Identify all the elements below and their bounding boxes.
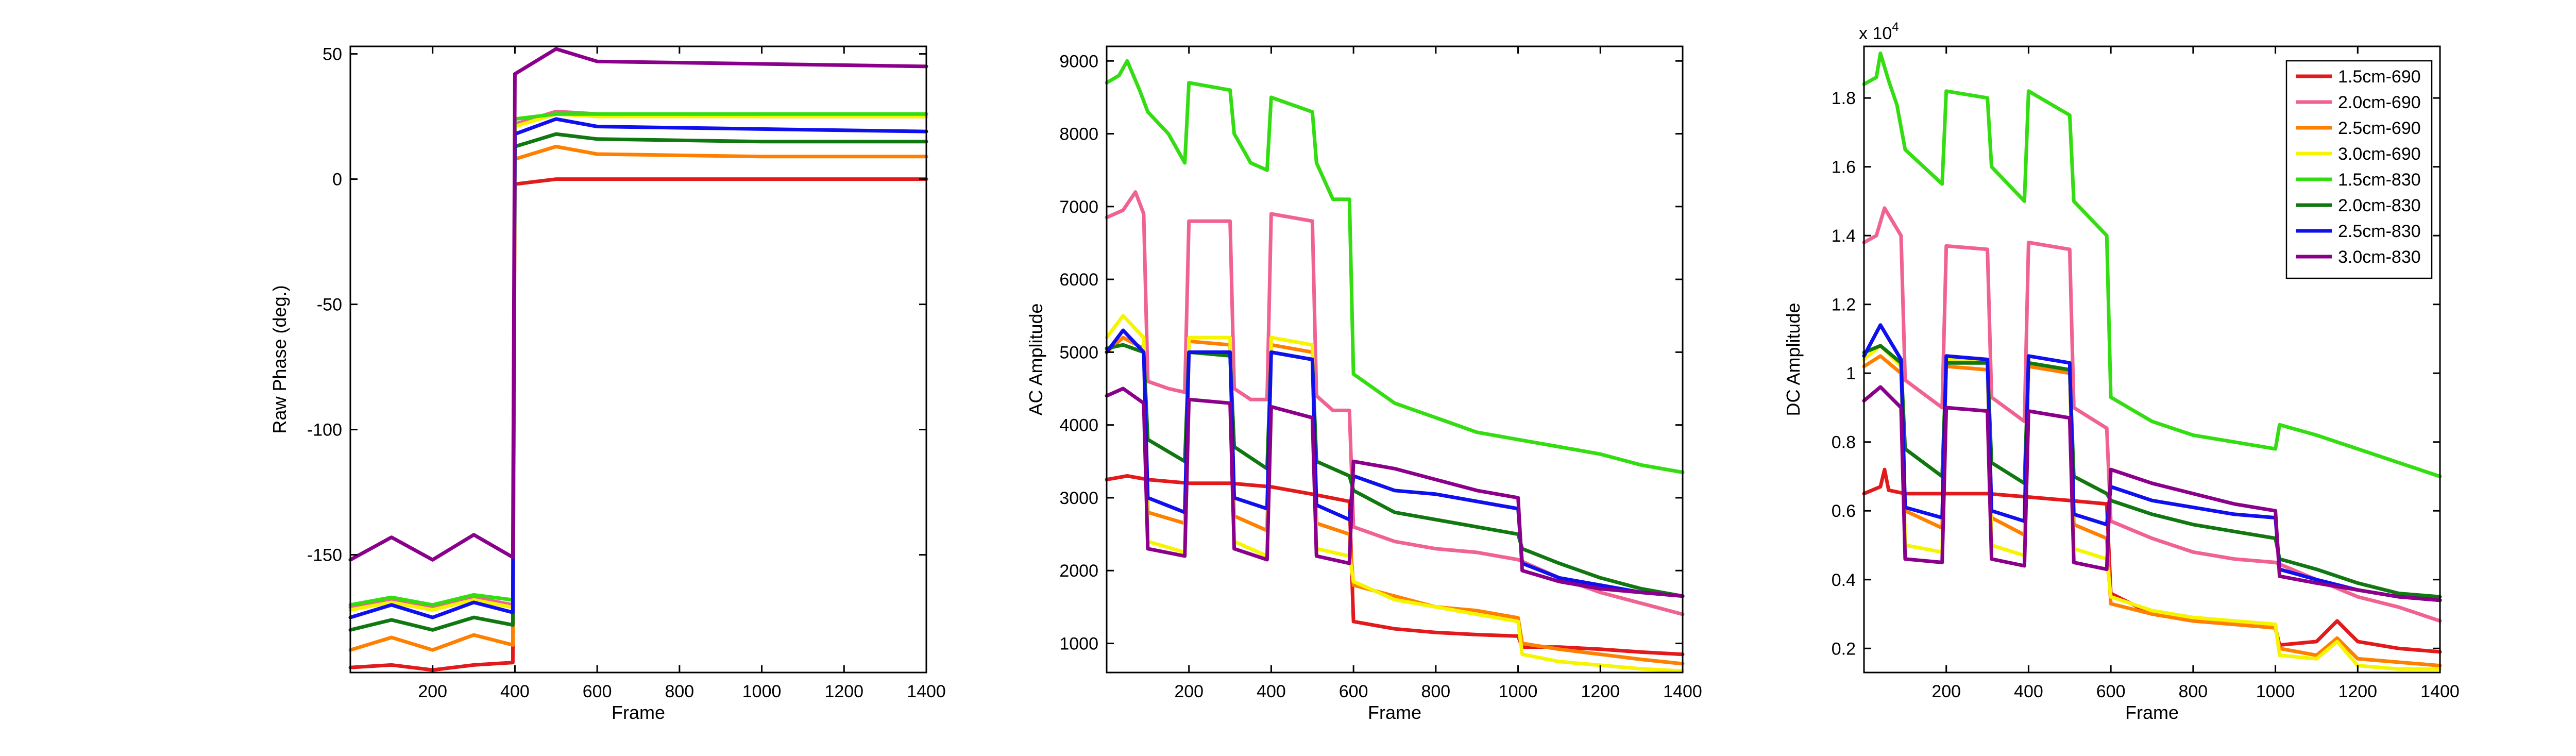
- legend-label: 2.0cm-690: [2338, 93, 2421, 112]
- series-line-2-5cm-830: [348, 117, 928, 619]
- x-tick-label: 1000: [1499, 682, 1538, 701]
- phase-plot: 200 400 600 800 1000 1200 1400 -150 -100 -50 0 50 Fr…: [269, 45, 946, 723]
- series-line-3-0cm-690: [1105, 314, 1685, 673]
- x-tick-label: 200: [1174, 682, 1204, 701]
- series-line-3-0cm-830: [1105, 387, 1685, 598]
- x-tick-label: 600: [1339, 682, 1368, 701]
- series-line-2-5cm-690: [1105, 335, 1685, 666]
- legend-label: 1.5cm-830: [2338, 170, 2421, 190]
- ac-amplitude-plot: 200 400 600 800 1000 1200 1400 1000 2000 3000 4000…: [1025, 45, 1702, 723]
- legend-label: 1.5cm-690: [2338, 67, 2421, 87]
- y-axis-title: DC Amplitude: [1783, 303, 1804, 416]
- x-tick-label: 400: [2014, 682, 2043, 701]
- legend-label: 2.0cm-830: [2338, 196, 2421, 215]
- legend-label: 2.5cm-830: [2338, 222, 2421, 241]
- y-tick-label: 0: [332, 170, 342, 190]
- x-tick-label: 400: [1257, 682, 1286, 701]
- dc-amplitude-plot: 200 400 600 800 1000 1200 1400 0.2 0.4 0.6 0.8 1 1.2…: [1783, 20, 2460, 723]
- x-tick-label: 600: [583, 682, 612, 701]
- x-tick-label: 1400: [907, 682, 946, 701]
- series-line-1-5cm-830: [348, 112, 928, 607]
- y-tick-label: 2000: [1059, 561, 1098, 581]
- x-tick-label: 400: [500, 682, 530, 701]
- axes-frame: [349, 45, 927, 674]
- y-tick-label: 9000: [1059, 52, 1098, 71]
- series-line-2-5cm-830: [1105, 328, 1685, 598]
- series-line-3-0cm-690: [348, 112, 928, 612]
- series-line-1-5cm-830: [1105, 59, 1685, 474]
- y-tick-label: -100: [307, 421, 342, 440]
- y-axis-exponent-power: 4: [1892, 20, 1899, 34]
- x-tick-label: 600: [2096, 682, 2126, 701]
- y-tick-label: 1.2: [1832, 295, 1856, 315]
- legend-label: 2.5cm-690: [2338, 119, 2421, 138]
- axes-frame: [1106, 45, 1684, 674]
- legend-label: 3.0cm-830: [2338, 247, 2421, 267]
- series-line-1-5cm-690: [348, 177, 928, 672]
- x-tick-label: 1200: [1581, 682, 1620, 701]
- series-line-3-0cm-830: [1862, 385, 2442, 602]
- series-line-2-0cm-690: [348, 109, 928, 610]
- x-axis-title: Frame: [1368, 702, 1421, 723]
- y-tick-label: 1.6: [1832, 158, 1856, 177]
- x-tick-label: 200: [1931, 682, 1961, 701]
- y-tick-label: 1000: [1059, 634, 1098, 653]
- y-tick-label: 0.8: [1832, 433, 1856, 452]
- series-line-2-5cm-690: [1862, 354, 2442, 668]
- x-tick-label: 1400: [2420, 682, 2460, 701]
- y-axis-title: Raw Phase (deg.): [269, 285, 290, 433]
- y-tick-label: 0.6: [1832, 501, 1856, 521]
- y-tick-label: 5000: [1059, 343, 1098, 362]
- y-axis-exponent: x 104: [1859, 20, 1899, 43]
- axes-frame: [1863, 45, 2441, 674]
- y-tick-label: 0.4: [1832, 570, 1856, 590]
- x-tick-label: 200: [418, 682, 447, 701]
- y-tick-label: -50: [317, 295, 342, 315]
- series-line-1-5cm-830: [1862, 51, 2442, 478]
- y-tick-label: 3000: [1059, 489, 1098, 508]
- series-line-3-0cm-690: [1862, 344, 2442, 671]
- legend: 1.5cm-690 2.0cm-690 2.5cm-690 3.0cm-690 1.5c…: [2285, 60, 2433, 279]
- x-tick-label: 1000: [742, 682, 782, 701]
- series-line-2-5cm-690: [348, 144, 928, 652]
- y-axis-title: AC Amplitude: [1025, 303, 1046, 415]
- x-tick-label: 1000: [2256, 682, 2295, 701]
- series-line-1-5cm-690: [1862, 467, 2442, 654]
- y-tick-label: -150: [307, 546, 342, 565]
- series-line-2-0cm-690: [1862, 206, 2442, 623]
- x-tick-label: 800: [1421, 682, 1450, 701]
- y-tick-label: 1.4: [1832, 226, 1856, 246]
- y-tick-label: 8000: [1059, 125, 1098, 144]
- y-tick-label: 50: [323, 45, 342, 64]
- legend-box: [2285, 60, 2433, 279]
- x-tick-label: 1200: [824, 682, 863, 701]
- series-line-1-5cm-690: [1105, 474, 1685, 657]
- y-tick-label: 4000: [1059, 416, 1098, 435]
- x-tick-label: 1400: [1663, 682, 1702, 701]
- x-axis-title: Frame: [612, 702, 665, 723]
- series-line-2-0cm-830: [1862, 344, 2442, 599]
- y-tick-label: 0.2: [1832, 639, 1856, 659]
- y-tick-label: 1.8: [1832, 89, 1856, 108]
- x-tick-label: 800: [2178, 682, 2208, 701]
- y-tick-label: 6000: [1059, 270, 1098, 290]
- series-line-2-0cm-690: [1105, 190, 1685, 616]
- y-tick-label: 1: [1846, 364, 1856, 383]
- x-tick-label: 1200: [2338, 682, 2377, 701]
- y-tick-label: 7000: [1059, 197, 1098, 217]
- x-tick-label: 800: [665, 682, 694, 701]
- x-axis-title: Frame: [2125, 702, 2179, 723]
- legend-label: 3.0cm-690: [2338, 144, 2421, 164]
- series-line-3-0cm-830: [348, 47, 928, 562]
